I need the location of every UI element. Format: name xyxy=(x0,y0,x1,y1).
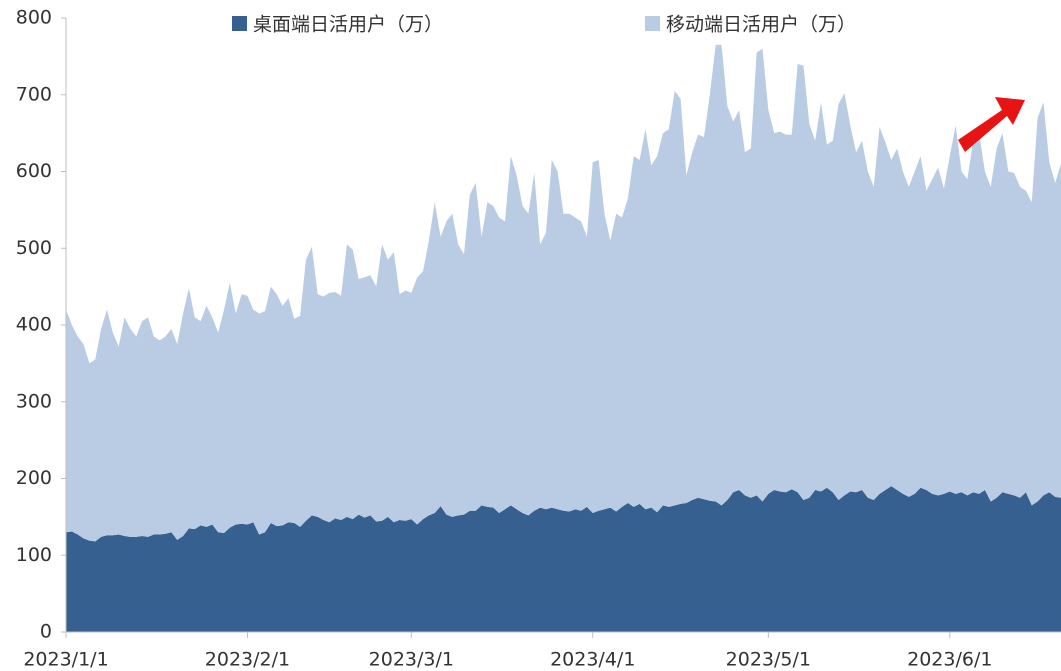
x-tick-label: 2023/6/1 xyxy=(907,649,992,671)
y-tick-label: 400 xyxy=(16,314,52,336)
trend-arrow xyxy=(958,97,1025,152)
legend-label: 移动端日活用户（万） xyxy=(666,14,856,36)
x-tick-label: 2023/1/1 xyxy=(23,649,108,671)
y-tick-label: 600 xyxy=(16,160,52,182)
y-tick-label: 200 xyxy=(16,467,52,489)
legend-swatch xyxy=(232,16,247,31)
legend-label: 桌面端日活用户（万） xyxy=(253,14,443,36)
x-tick-label: 2023/4/1 xyxy=(550,649,635,671)
x-tick-label: 2023/3/1 xyxy=(369,649,454,671)
area xyxy=(66,44,1061,542)
legend-swatch xyxy=(645,16,660,31)
y-tick-label: 100 xyxy=(16,544,52,566)
y-tick-label: 700 xyxy=(16,83,52,105)
x-tick-label: 2023/5/1 xyxy=(726,649,811,671)
y-tick-label: 800 xyxy=(16,7,52,29)
y-tick-label: 500 xyxy=(16,237,52,259)
area xyxy=(66,486,1061,632)
y-tick-label: 0 xyxy=(40,621,52,643)
x-tick-label: 2023/2/1 xyxy=(205,649,290,671)
y-tick-label: 300 xyxy=(16,390,52,412)
